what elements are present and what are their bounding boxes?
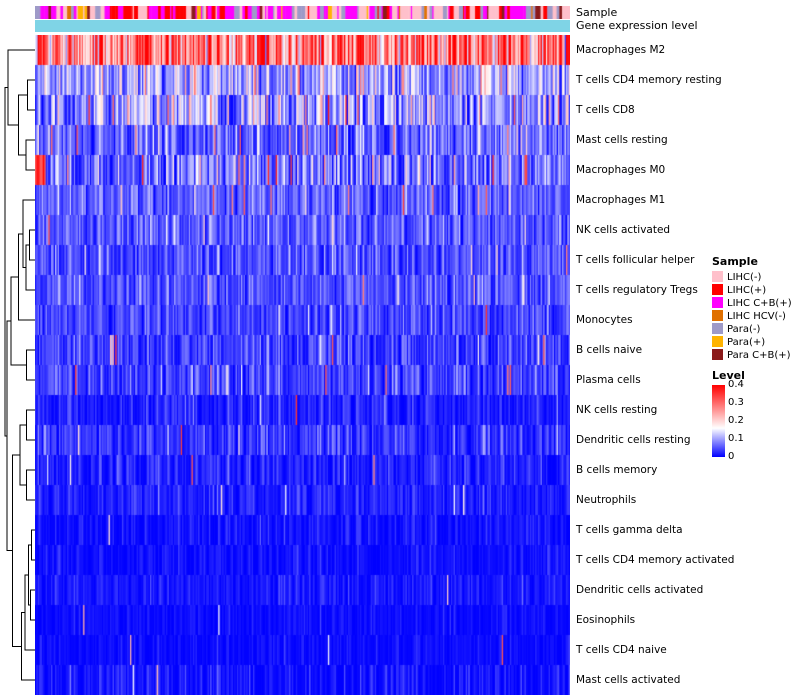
- row-label: T cells CD4 naive: [576, 644, 667, 656]
- legend: Sample LIHC(-) LIHC(+) LIHC C+B(+) LIHC HCV…: [712, 255, 798, 462]
- legend-item-label: LIHC(-): [727, 272, 762, 283]
- heatmap-canvas: [35, 35, 570, 695]
- sample-legend-items: LIHC(-) LIHC(+) LIHC C+B(+) LIHC HCV(-) Para…: [712, 271, 798, 362]
- row-label: T cells regulatory Tregs: [576, 284, 698, 296]
- sample-legend-title: Sample: [712, 255, 758, 268]
- row-label: T cells CD4 memory activated: [576, 554, 735, 566]
- row-label: Monocytes: [576, 314, 633, 326]
- row-label: Macrophages M1: [576, 194, 666, 206]
- row-label: Macrophages M2: [576, 44, 666, 56]
- row-label: NK cells activated: [576, 224, 671, 236]
- legend-item-label: Para(+): [727, 337, 766, 348]
- legend-swatch: [712, 297, 723, 308]
- gene-expression-annotation-label: Gene expression level: [576, 19, 698, 32]
- row-label: T cells CD4 memory resting: [576, 74, 722, 86]
- legend-item: Para C+B(+): [712, 349, 798, 362]
- legend-swatch: [712, 271, 723, 282]
- row-label: Neutrophils: [576, 494, 637, 506]
- sample-annotation-bar: [35, 6, 570, 19]
- row-label: Plasma cells: [576, 374, 641, 386]
- level-tick-label: 0: [728, 451, 735, 462]
- legend-item-label: LIHC C+B(+): [727, 298, 792, 309]
- legend-swatch: [712, 323, 723, 334]
- legend-item: LIHC C+B(+): [712, 297, 798, 310]
- legend-item-label: LIHC HCV(-): [727, 311, 786, 322]
- legend-item: LIHC(-): [712, 271, 798, 284]
- level-color-scale: 0.4 0.3 0.2 0.1 0: [712, 380, 798, 462]
- legend-item: LIHC(+): [712, 284, 798, 297]
- legend-item: Para(+): [712, 336, 798, 349]
- row-dendrogram: [4, 49, 35, 681]
- row-label: B cells naive: [576, 344, 643, 356]
- legend-item-label: Para(-): [727, 324, 761, 335]
- row-label: T cells follicular helper: [576, 254, 695, 266]
- row-label: Dendritic cells resting: [576, 434, 691, 446]
- level-gradient-bar: [712, 385, 725, 457]
- row-label: Eosinophils: [576, 614, 636, 626]
- level-legend-title: Level: [712, 369, 745, 382]
- row-label: T cells CD8: [576, 104, 635, 116]
- level-tick-label: 0.4: [728, 379, 744, 390]
- gene-expression-annotation-bar: [35, 20, 570, 32]
- legend-swatch: [712, 336, 723, 347]
- level-tick-label: 0.2: [728, 415, 744, 426]
- legend-item-label: Para C+B(+): [727, 350, 791, 361]
- row-label: NK cells resting: [576, 404, 658, 416]
- legend-item: LIHC HCV(-): [712, 310, 798, 323]
- legend-item: Para(-): [712, 323, 798, 336]
- legend-swatch: [712, 284, 723, 295]
- sample-annotation-label: Sample: [576, 6, 618, 19]
- level-tick-label: 0.3: [728, 397, 744, 408]
- level-tick-labels: 0.4 0.3 0.2 0.1 0: [728, 380, 752, 462]
- row-labels: Macrophages M2 T cells CD4 memory resting…: [576, 35, 786, 695]
- row-label: Mast cells resting: [576, 134, 668, 146]
- row-label: Macrophages M0: [576, 164, 666, 176]
- row-label: Mast cells activated: [576, 674, 681, 686]
- row-label: Dendritic cells activated: [576, 584, 704, 596]
- row-label: B cells memory: [576, 464, 658, 476]
- row-label: T cells gamma delta: [576, 524, 683, 536]
- legend-swatch: [712, 349, 723, 360]
- legend-swatch: [712, 310, 723, 321]
- level-tick-label: 0.1: [728, 433, 744, 444]
- legend-item-label: LIHC(+): [727, 285, 767, 296]
